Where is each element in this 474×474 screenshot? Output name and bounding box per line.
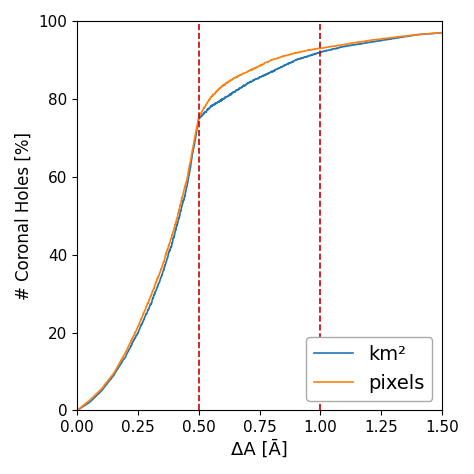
km² (428, 31, 434, 36)
Line: pixels: pixels (77, 33, 442, 410)
pixels (248, 67, 254, 73)
Line: km²: km² (77, 33, 442, 410)
km² (248, 79, 254, 84)
km² (339, 44, 345, 50)
km² (74, 408, 80, 413)
km² (439, 30, 445, 36)
km² (228, 91, 233, 97)
Y-axis label: # Coronal Holes [%]: # Coronal Holes [%] (15, 132, 33, 300)
pixels (428, 31, 434, 36)
km² (410, 33, 416, 38)
X-axis label: ΔA [Ā]: ΔA [Ā] (231, 441, 288, 459)
pixels (339, 42, 345, 48)
km² (230, 89, 236, 95)
km² (439, 30, 445, 36)
pixels (439, 30, 445, 36)
pixels (410, 32, 416, 38)
pixels (74, 408, 80, 413)
pixels (230, 76, 236, 82)
pixels (228, 77, 233, 83)
Legend: km², pixels: km², pixels (306, 337, 432, 401)
